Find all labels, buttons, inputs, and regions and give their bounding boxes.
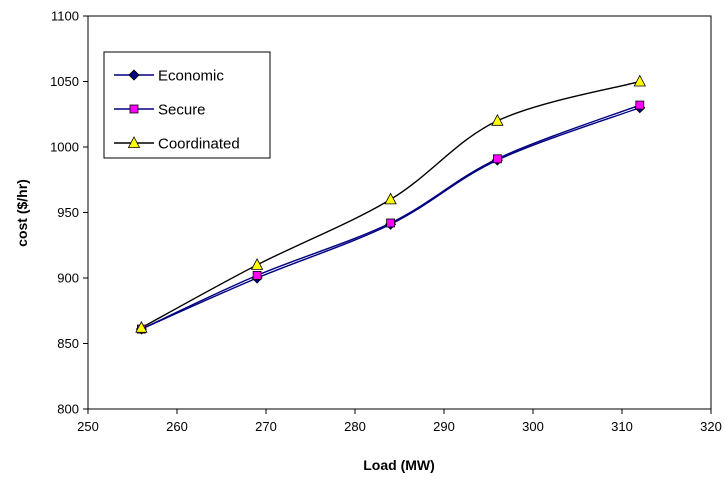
y-axis-ticks: 800 850 900 950 1000 1050 1100 bbox=[50, 9, 88, 417]
legend-marker-economic bbox=[128, 69, 140, 81]
x-axis-title: Load (MW) bbox=[363, 457, 435, 473]
legend-label-economic: Economic bbox=[158, 68, 224, 85]
legend-marker-secure bbox=[129, 104, 139, 114]
y-tick-label: 1050 bbox=[50, 74, 79, 89]
data-point-secure bbox=[386, 218, 396, 228]
data-point-coordinated bbox=[135, 320, 148, 333]
x-axis-ticks: 250 260 270 280 290 300 310 320 bbox=[77, 409, 722, 434]
data-point-secure bbox=[252, 270, 262, 280]
x-tick-label: 250 bbox=[77, 419, 99, 434]
x-tick-label: 290 bbox=[433, 419, 455, 434]
data-point-coordinated bbox=[491, 113, 504, 126]
y-tick-label: 900 bbox=[57, 271, 79, 286]
data-point-coordinated bbox=[384, 192, 397, 205]
y-axis-title: cost ($/hr) bbox=[14, 179, 30, 247]
x-tick-label: 300 bbox=[522, 419, 544, 434]
legend-marker-coordinated bbox=[127, 136, 141, 148]
x-tick-label: 270 bbox=[255, 419, 277, 434]
y-tick-label: 850 bbox=[57, 336, 79, 351]
y-tick-label: 1100 bbox=[51, 9, 79, 24]
data-point-coordinated bbox=[250, 258, 264, 270]
x-tick-label: 280 bbox=[344, 419, 366, 434]
y-tick-label: 1000 bbox=[50, 140, 79, 155]
x-tick-label: 260 bbox=[166, 419, 188, 434]
y-tick-label: 950 bbox=[57, 205, 79, 220]
data-point-secure bbox=[635, 100, 645, 110]
x-tick-label: 320 bbox=[700, 419, 722, 434]
legend: Economic Secure Coordinated bbox=[103, 51, 271, 159]
x-tick-label: 310 bbox=[611, 419, 633, 434]
data-point-coordinated bbox=[633, 74, 646, 87]
legend-label-coordinated: Coordinated bbox=[158, 136, 240, 153]
series-markers bbox=[135, 74, 646, 335]
data-point-secure bbox=[492, 154, 502, 164]
y-tick-label: 800 bbox=[57, 402, 79, 417]
legend-label-secure: Secure bbox=[158, 102, 206, 119]
